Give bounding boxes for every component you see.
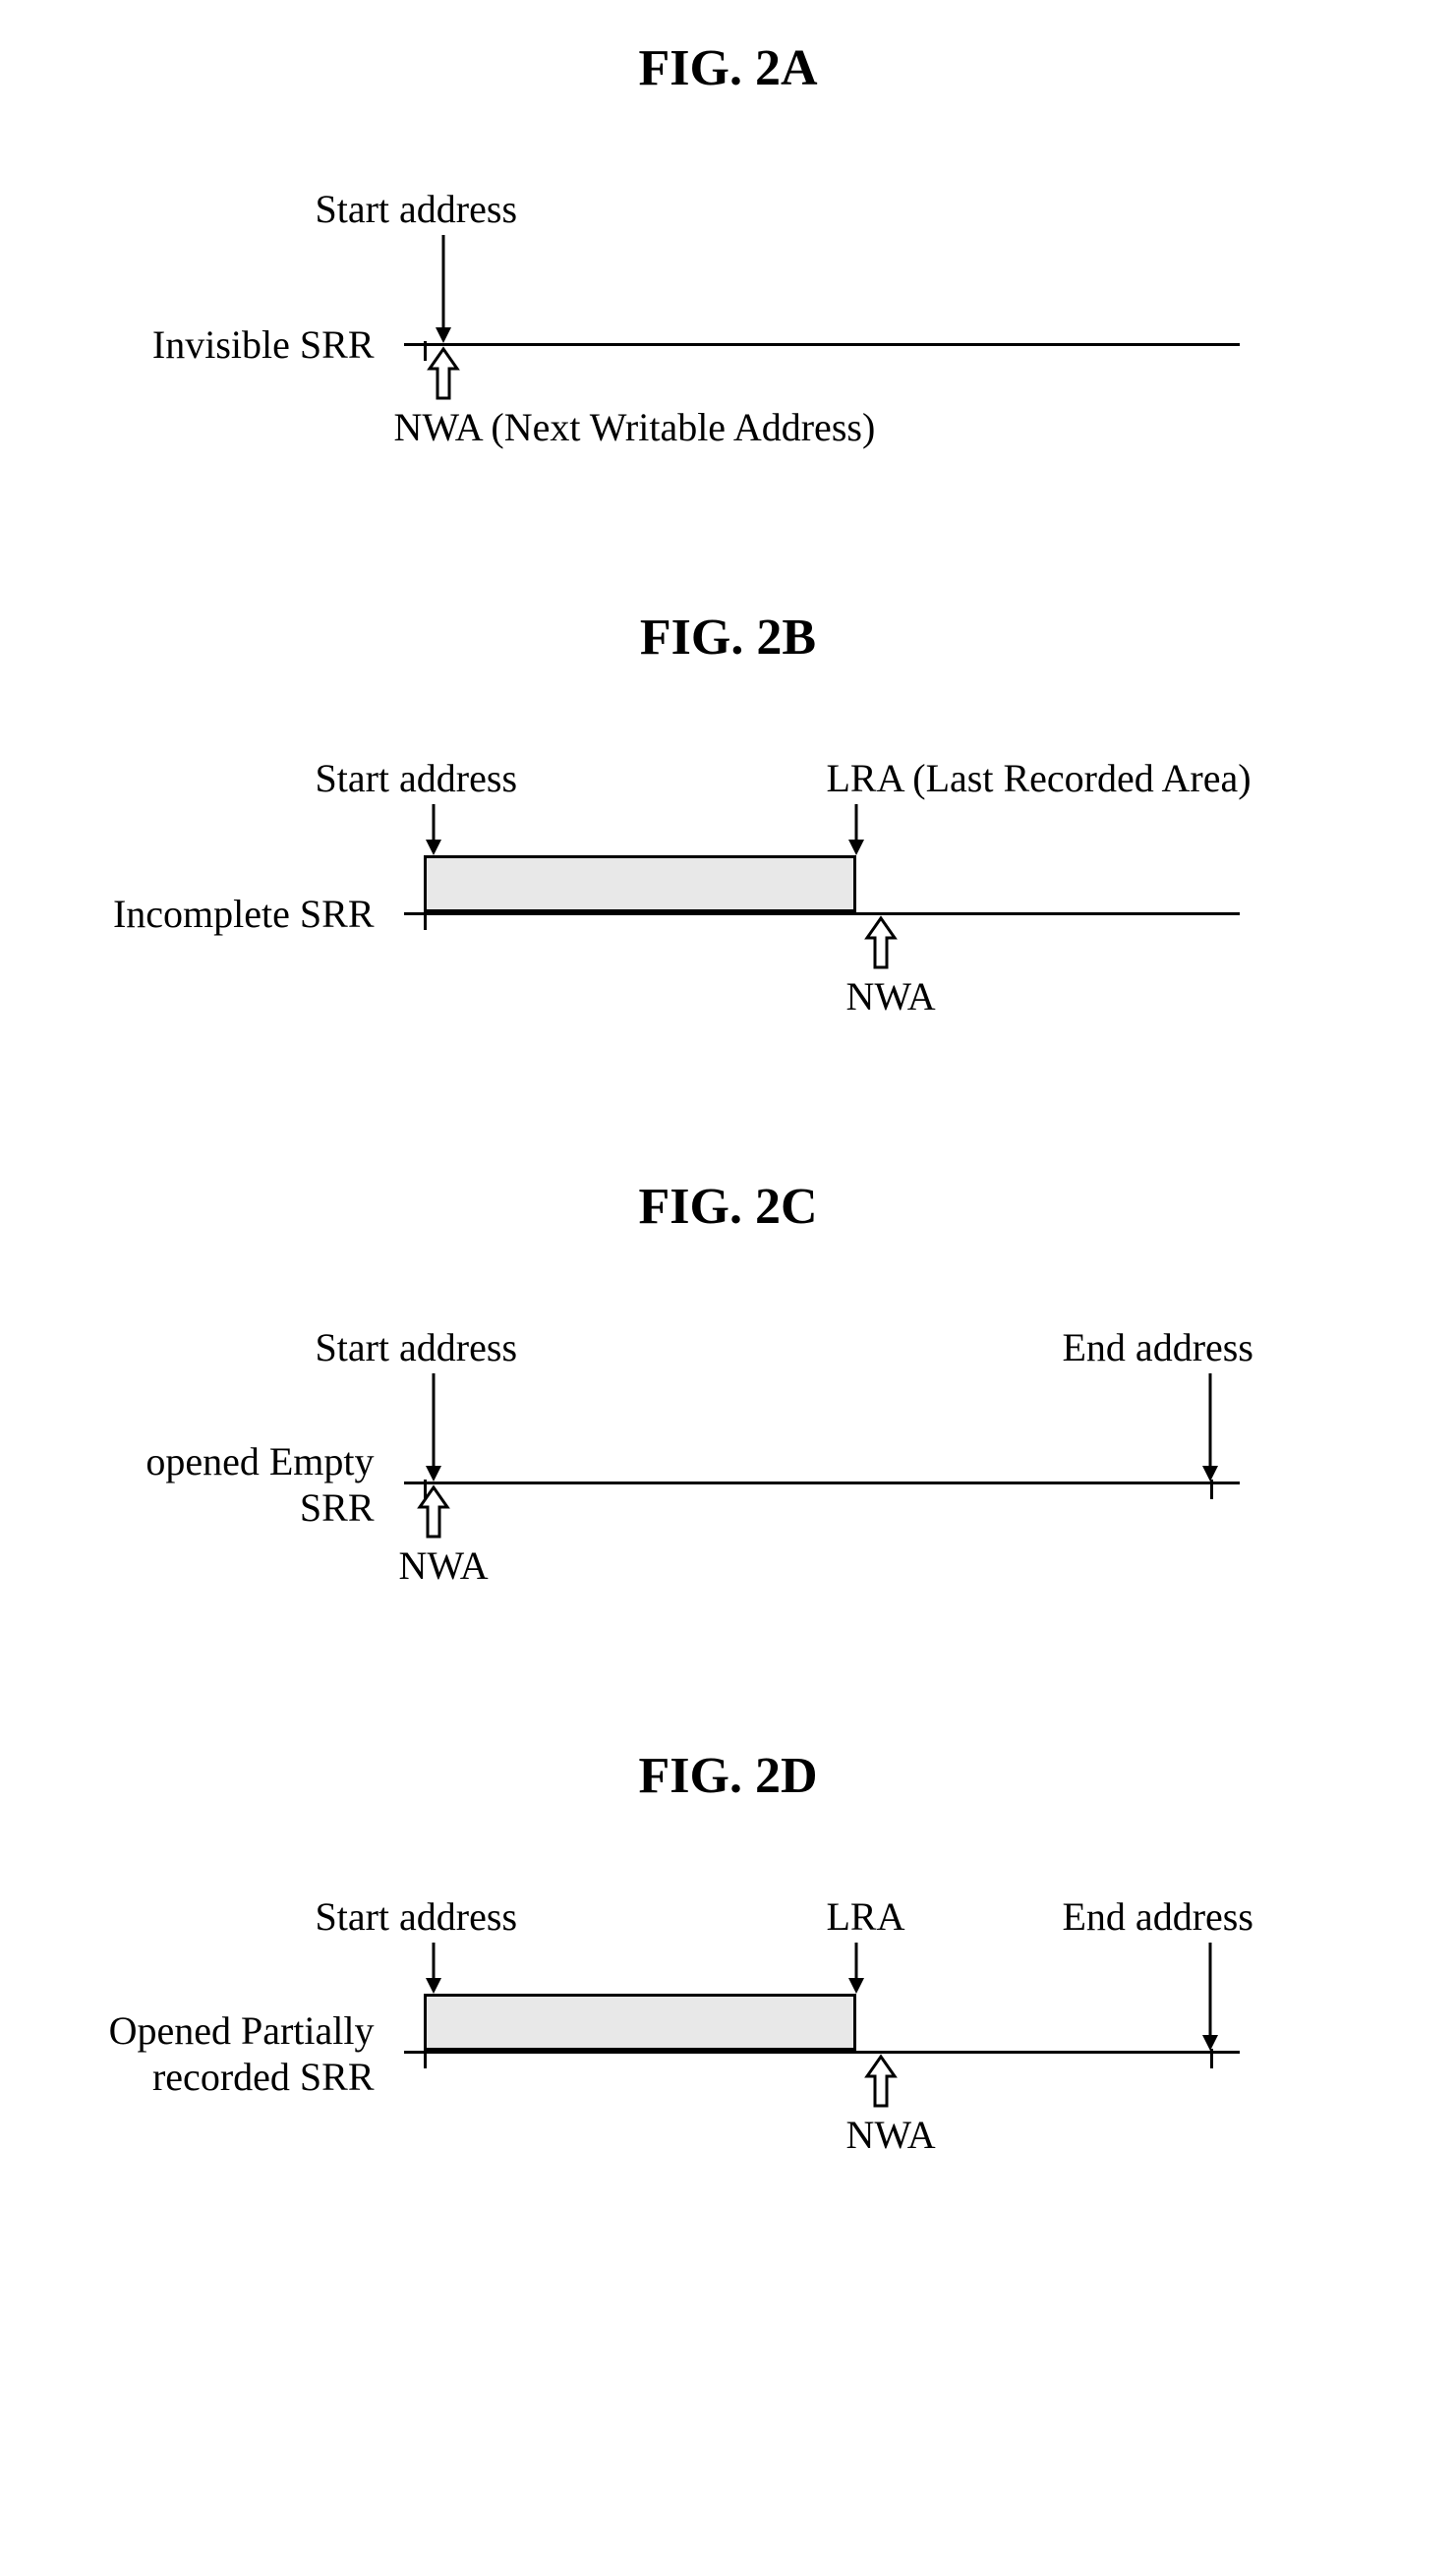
nwa-label: NWA xyxy=(846,2112,936,2158)
nwa-label: NWA xyxy=(399,1542,489,1589)
recorded-region xyxy=(424,1994,856,2051)
srr-label: Incomplete SRR xyxy=(40,891,375,937)
srr-label: Invisible SRR xyxy=(40,321,375,368)
baseline xyxy=(404,912,1240,915)
baseline xyxy=(404,2051,1240,2054)
baseline xyxy=(404,343,1240,346)
annotation-above-1: LRA (Last Recorded Area) xyxy=(827,755,1252,801)
figure-title: FIG. 2C xyxy=(40,1178,1417,1236)
annotation-above-1: End address xyxy=(1063,1324,1253,1370)
figure-panel-2C: opened EmptySRR Start address End address… xyxy=(40,1295,1417,1668)
annotation-above-0: Start address xyxy=(316,186,518,232)
start-tick xyxy=(424,2049,427,2068)
recorded-region xyxy=(424,855,856,912)
annotation-above-2: End address xyxy=(1063,1893,1253,1940)
end-tick xyxy=(1210,2049,1213,2068)
end-tick xyxy=(1210,1480,1213,1499)
nwa-label: NWA (Next Writable Address) xyxy=(394,404,876,450)
annotation-above-0: Start address xyxy=(316,755,518,801)
figure-panel-2D: Opened Partiallyrecorded SRR Start addres… xyxy=(40,1864,1417,2237)
baseline xyxy=(404,1482,1240,1484)
figure-title: FIG. 2B xyxy=(40,609,1417,667)
figure-panel-2B: Incomplete SRR Start address LRA (Last Re… xyxy=(40,726,1417,1099)
start-tick xyxy=(424,910,427,930)
figure-title: FIG. 2A xyxy=(40,39,1417,97)
figure-panel-2A: Invisible SRR Start address NWA (Next Wri… xyxy=(40,156,1417,530)
srr-label: Opened Partiallyrecorded SRR xyxy=(40,2007,375,2100)
nwa-label: NWA xyxy=(846,973,936,1019)
annotation-above-0: Start address xyxy=(316,1324,518,1370)
annotation-above-0: Start address xyxy=(316,1893,518,1940)
start-tick xyxy=(424,341,427,361)
annotation-above-1: LRA xyxy=(827,1893,905,1940)
figure-title: FIG. 2D xyxy=(40,1747,1417,1805)
srr-label: opened EmptySRR xyxy=(40,1438,375,1531)
